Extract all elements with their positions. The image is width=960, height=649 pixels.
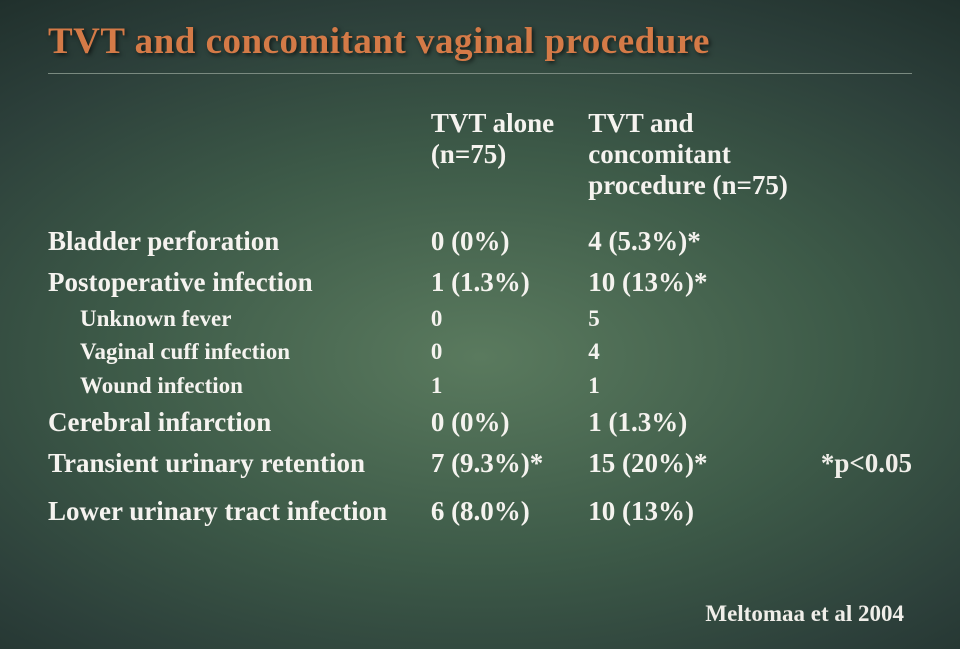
header-note-blank <box>821 108 912 221</box>
row-val-b: 10 (13%) <box>588 491 821 532</box>
table-subrow: Vaginal cuff infection 0 4 <box>48 335 912 368</box>
subrow-label: Wound infection <box>48 369 431 402</box>
subrow-label: Vaginal cuff infection <box>48 335 431 368</box>
table-subrow: Unknown fever 0 5 <box>48 302 912 335</box>
subrow-val-a: 1 <box>431 369 588 402</box>
title-underline <box>48 73 912 74</box>
table-row: Transient urinary retention 7 (9.3%)* 15… <box>48 443 912 484</box>
header-col-b-line2: procedure (n=75) <box>588 170 788 200</box>
header-col-b-line1: TVT and concomitant <box>588 108 730 169</box>
table-row: Cerebral infarction 0 (0%) 1 (1.3%) <box>48 402 912 443</box>
data-table: TVT alone (n=75) TVT and concomitant pro… <box>48 108 912 532</box>
row-label: Cerebral infarction <box>48 402 431 443</box>
subrow-label: Unknown fever <box>48 302 431 335</box>
header-blank <box>48 108 431 221</box>
header-col-b: TVT and concomitant procedure (n=75) <box>588 108 821 221</box>
slide-container: TVT and concomitant vaginal procedure TV… <box>0 0 960 649</box>
row-val-b: 15 (20%)* <box>588 443 821 484</box>
footnote: *p<0.05 <box>821 443 912 484</box>
subrow-val-b: 4 <box>588 335 821 368</box>
row-label: Transient urinary retention <box>48 443 431 484</box>
row-val-a: 0 (0%) <box>431 221 588 262</box>
row-val-a: 6 (8.0%) <box>431 491 588 532</box>
header-col-a-line1: TVT alone <box>431 108 554 138</box>
subrow-val-a: 0 <box>431 335 588 368</box>
row-val-b: 10 (13%)* <box>588 262 821 303</box>
table-subrow: Wound infection 1 1 <box>48 369 912 402</box>
subrow-val-a: 0 <box>431 302 588 335</box>
row-val-b: 4 (5.3%)* <box>588 221 821 262</box>
table-header-row: TVT alone (n=75) TVT and concomitant pro… <box>48 108 912 221</box>
spacer-row <box>48 483 912 491</box>
row-val-a: 1 (1.3%) <box>431 262 588 303</box>
row-val-a: 7 (9.3%)* <box>431 443 588 484</box>
slide-title: TVT and concomitant vaginal procedure <box>48 20 912 63</box>
header-col-a: TVT alone (n=75) <box>431 108 588 221</box>
subrow-val-b: 5 <box>588 302 821 335</box>
table-row: Lower urinary tract infection 6 (8.0%) 1… <box>48 491 912 532</box>
table-row: Bladder perforation 0 (0%) 4 (5.3%)* <box>48 221 912 262</box>
row-label: Postoperative infection <box>48 262 431 303</box>
row-val-a: 0 (0%) <box>431 402 588 443</box>
row-val-b: 1 (1.3%) <box>588 402 821 443</box>
citation: Meltomaa et al 2004 <box>705 601 904 627</box>
row-label: Lower urinary tract infection <box>48 491 431 532</box>
row-label: Bladder perforation <box>48 221 431 262</box>
subrow-val-b: 1 <box>588 369 821 402</box>
header-col-a-line2: (n=75) <box>431 139 506 169</box>
table-row: Postoperative infection 1 (1.3%) 10 (13%… <box>48 262 912 303</box>
